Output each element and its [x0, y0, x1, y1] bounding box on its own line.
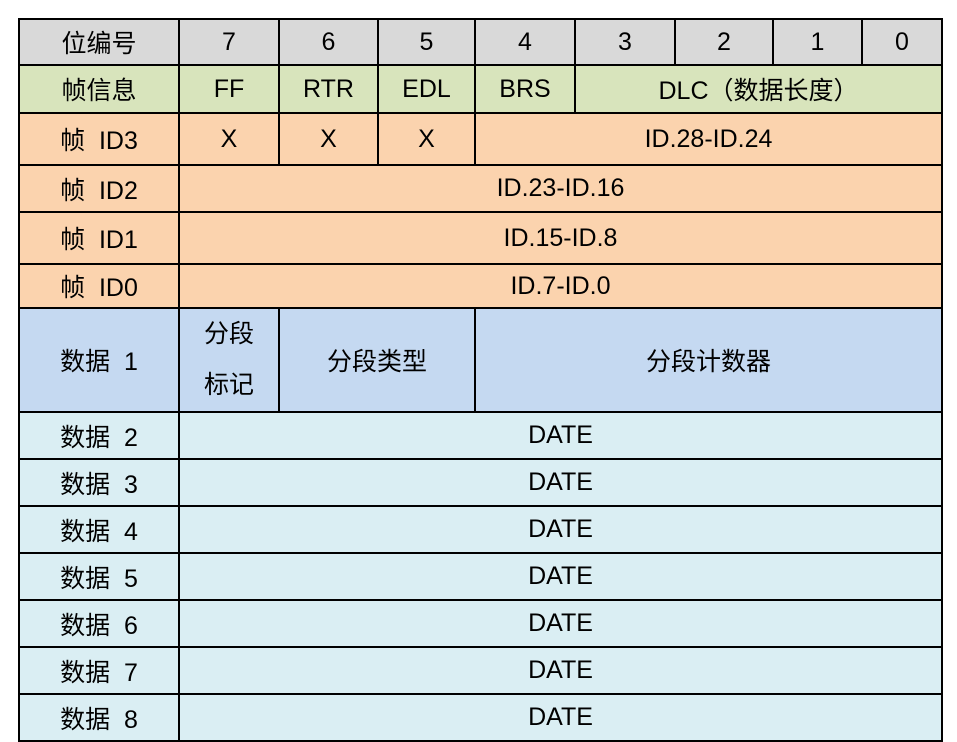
- data-8-value-cell: DATE: [178, 693, 943, 742]
- frame-info-label-cell: 帧信息: [18, 64, 180, 114]
- bit-3-header-cell: 3: [574, 18, 676, 66]
- id0-range-cell: ID.7-ID.0: [178, 263, 943, 309]
- data-6-row: 数据 6 DATE: [18, 599, 943, 648]
- bit-number-label-cell: 位编号: [18, 18, 180, 66]
- data-7-value-cell: DATE: [178, 646, 943, 695]
- bit-0-header-cell: 0: [861, 18, 943, 66]
- data-2-row: 数据 2 DATE: [18, 411, 943, 460]
- segment-flag-line-1: 分段: [203, 320, 254, 348]
- data-5-label-cell: 数据 5: [18, 552, 180, 601]
- data-3-row: 数据 3 DATE: [18, 458, 943, 507]
- bit-2-header-cell: 2: [674, 18, 774, 66]
- dlc-cell: DLC（数据长度）: [574, 64, 943, 114]
- bit-number-header-row: 位编号 7 6 5 4 3 2 1 0: [18, 18, 943, 66]
- frame-id1-row: 帧 ID1 ID.15-ID.8: [18, 211, 943, 265]
- id3-x-bit5-cell: X: [377, 112, 476, 166]
- segment-type-cell: 分段类型: [278, 307, 476, 413]
- ff-cell: FF: [178, 64, 280, 114]
- data-2-label-cell: 数据 2: [18, 411, 180, 460]
- frame-id2-label-cell: 帧 ID2: [18, 164, 180, 213]
- data-3-label-cell: 数据 3: [18, 458, 180, 507]
- frame-id0-label-cell: 帧 ID0: [18, 263, 180, 309]
- data-7-label-cell: 数据 7: [18, 646, 180, 695]
- data-8-row: 数据 8 DATE: [18, 693, 943, 742]
- data-3-value-cell: DATE: [178, 458, 943, 507]
- id3-x-bit7-cell: X: [178, 112, 280, 166]
- data-2-value-cell: DATE: [178, 411, 943, 460]
- edl-cell: EDL: [377, 64, 476, 114]
- id1-range-cell: ID.15-ID.8: [178, 211, 943, 265]
- bit-6-header-cell: 6: [278, 18, 379, 66]
- bit-4-header-cell: 4: [474, 18, 576, 66]
- segment-counter-cell: 分段计数器: [474, 307, 943, 413]
- segment-flag-line-2: 标记: [203, 371, 254, 399]
- data-6-value-cell: DATE: [178, 599, 943, 648]
- data-8-label-cell: 数据 8: [18, 693, 180, 742]
- id3-x-bit6-cell: X: [278, 112, 379, 166]
- bit-7-header-cell: 7: [178, 18, 280, 66]
- frame-id2-row: 帧 ID2 ID.23-ID.16: [18, 164, 943, 213]
- frame-info-row: 帧信息 FF RTR EDL BRS DLC（数据长度）: [18, 64, 943, 114]
- segment-flag-cell: 分段 标记: [178, 307, 280, 413]
- data-5-row: 数据 5 DATE: [18, 552, 943, 601]
- frame-id0-row: 帧 ID0 ID.7-ID.0: [18, 263, 943, 309]
- frame-id3-label-cell: 帧 ID3: [18, 112, 180, 166]
- bit-5-header-cell: 5: [377, 18, 476, 66]
- data-5-value-cell: DATE: [178, 552, 943, 601]
- data-6-label-cell: 数据 6: [18, 599, 180, 648]
- frame-id3-row: 帧 ID3 X X X ID.28-ID.24: [18, 112, 943, 166]
- id3-range-cell: ID.28-ID.24: [474, 112, 943, 166]
- frame-id1-label-cell: 帧 ID1: [18, 211, 180, 265]
- data-1-label-cell: 数据 1: [18, 307, 180, 413]
- data-7-row: 数据 7 DATE: [18, 646, 943, 695]
- can-frame-structure-table: 位编号 7 6 5 4 3 2 1 0 帧信息 FF RTR EDL BRS D…: [18, 18, 943, 742]
- data-4-value-cell: DATE: [178, 505, 943, 554]
- data-4-label-cell: 数据 4: [18, 505, 180, 554]
- data-1-row: 数据 1 分段 标记 分段类型 分段计数器: [18, 307, 943, 413]
- rtr-cell: RTR: [278, 64, 379, 114]
- bit-1-header-cell: 1: [772, 18, 863, 66]
- data-4-row: 数据 4 DATE: [18, 505, 943, 554]
- brs-cell: BRS: [474, 64, 576, 114]
- id2-range-cell: ID.23-ID.16: [178, 164, 943, 213]
